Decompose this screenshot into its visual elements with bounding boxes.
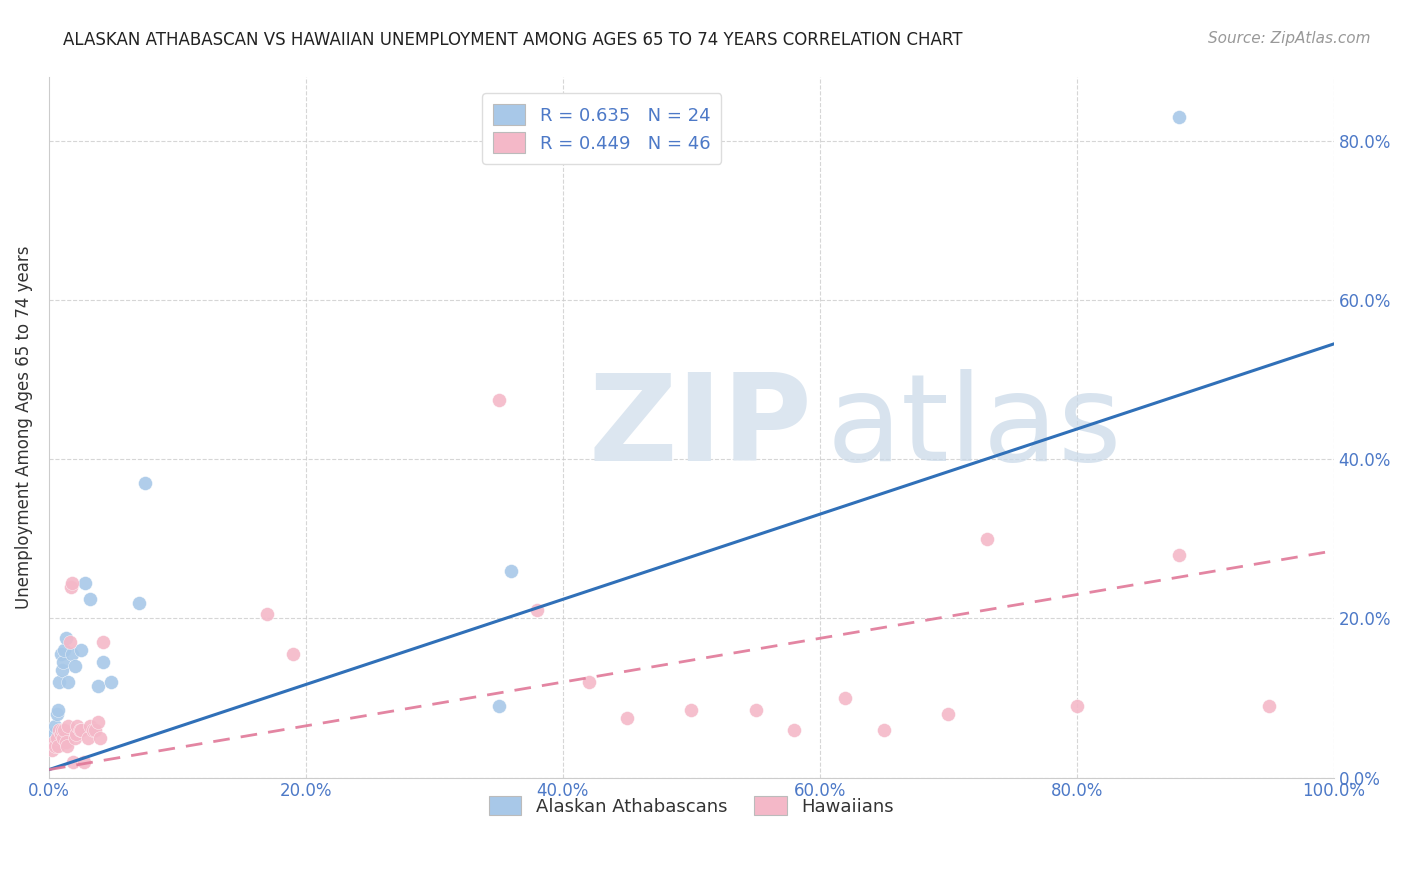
Point <box>55 735 77 749</box>
Point <box>41 742 63 756</box>
Point <box>63 659 86 673</box>
Point <box>49 647 72 661</box>
Point <box>52 655 75 669</box>
Point <box>42 735 65 749</box>
Point <box>1168 548 1191 562</box>
Point <box>976 532 998 546</box>
Point <box>58 635 80 649</box>
Point <box>46 739 69 753</box>
Point <box>46 703 69 717</box>
Point <box>91 635 114 649</box>
Point <box>70 723 93 737</box>
Point <box>87 679 110 693</box>
Point <box>1258 698 1281 713</box>
Point <box>134 476 156 491</box>
Point <box>281 647 304 661</box>
Point <box>73 755 96 769</box>
Point <box>49 727 72 741</box>
Point <box>44 719 66 733</box>
Point <box>1168 110 1191 124</box>
Text: ZIP: ZIP <box>589 369 813 486</box>
Point <box>44 739 66 753</box>
Text: ALASKAN ATHABASCAN VS HAWAIIAN UNEMPLOYMENT AMONG AGES 65 TO 74 YEARS CORRELATIO: ALASKAN ATHABASCAN VS HAWAIIAN UNEMPLOYM… <box>63 31 963 49</box>
Point <box>63 731 86 745</box>
Point <box>89 731 111 745</box>
Point <box>488 698 510 713</box>
Text: atlas: atlas <box>827 369 1122 486</box>
Point <box>45 706 67 721</box>
Point <box>69 723 91 737</box>
Point <box>87 714 110 729</box>
Text: Source: ZipAtlas.com: Source: ZipAtlas.com <box>1208 31 1371 46</box>
Point <box>834 691 856 706</box>
Point <box>52 731 75 745</box>
Point <box>82 723 104 737</box>
Point <box>58 719 80 733</box>
Point <box>73 575 96 590</box>
Point <box>66 719 89 733</box>
Point <box>936 706 959 721</box>
Point <box>42 727 65 741</box>
Point <box>578 675 600 690</box>
Point <box>55 632 77 646</box>
Point <box>76 731 98 745</box>
Point <box>51 723 73 737</box>
Point <box>488 392 510 407</box>
Point <box>65 727 87 741</box>
Point <box>79 591 101 606</box>
Point <box>256 607 278 622</box>
Point <box>91 655 114 669</box>
Point <box>70 643 93 657</box>
Point <box>744 703 766 717</box>
Point <box>53 723 76 737</box>
Legend: Alaskan Athabascans, Hawaiians: Alaskan Athabascans, Hawaiians <box>479 787 903 824</box>
Point <box>53 643 76 657</box>
Point <box>873 723 896 737</box>
Point <box>501 564 523 578</box>
Point <box>84 723 107 737</box>
Point <box>48 675 70 690</box>
Point <box>56 739 79 753</box>
Point <box>58 675 80 690</box>
Point <box>526 603 548 617</box>
Point <box>60 647 83 661</box>
Point <box>59 580 82 594</box>
Point <box>128 595 150 609</box>
Point <box>79 719 101 733</box>
Point <box>100 675 122 690</box>
Point <box>783 723 806 737</box>
Point <box>48 723 70 737</box>
Point <box>616 711 638 725</box>
Point <box>60 575 83 590</box>
Point <box>51 663 73 677</box>
Point <box>45 731 67 745</box>
Point <box>62 755 84 769</box>
Point <box>1066 698 1088 713</box>
Point <box>681 703 703 717</box>
Y-axis label: Unemployment Among Ages 65 to 74 years: Unemployment Among Ages 65 to 74 years <box>15 246 32 609</box>
